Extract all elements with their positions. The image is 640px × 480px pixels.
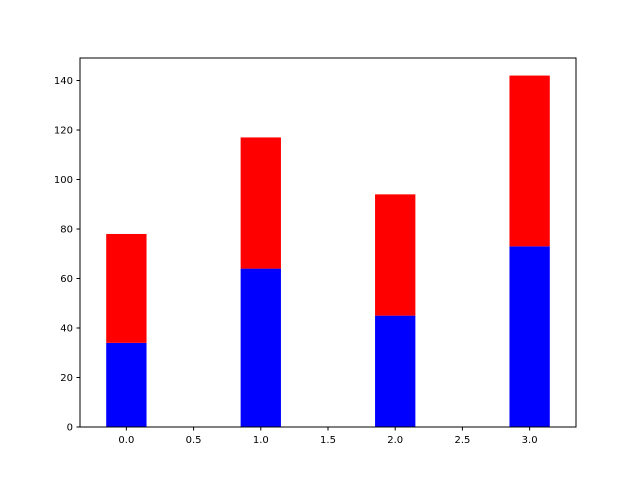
x-tick-label: 3.0 xyxy=(522,435,538,446)
bar-series1-0 xyxy=(106,233,147,343)
x-tick-label: 1.5 xyxy=(320,435,336,446)
x-tick-label: 2.5 xyxy=(454,435,470,446)
y-tick-label: 140 xyxy=(54,76,73,87)
x-tick-label: 0.5 xyxy=(186,435,202,446)
y-tick-label: 60 xyxy=(60,274,73,285)
y-tick-label: 0 xyxy=(67,423,73,434)
x-axis-ticks: 0.0 0.5 1.0 1.5 2.0 2.5 3.0 xyxy=(118,427,538,446)
y-tick-label: 100 xyxy=(54,175,73,186)
y-axis-ticks: 0 20 40 60 80 100 120 140 xyxy=(54,76,80,434)
bar-series1-3 xyxy=(509,75,550,247)
bar-series1-2 xyxy=(375,194,416,316)
y-tick-label: 40 xyxy=(60,324,73,335)
bars-group xyxy=(106,75,550,427)
bar-series0-3 xyxy=(509,246,550,427)
bar-series1-1 xyxy=(240,137,281,269)
bar-series0-0 xyxy=(106,342,147,427)
y-tick-label: 120 xyxy=(54,126,73,137)
bar-series0-2 xyxy=(375,315,416,427)
x-tick-label: 1.0 xyxy=(253,435,269,446)
y-tick-label: 20 xyxy=(60,373,73,384)
y-tick-label: 80 xyxy=(60,225,73,236)
x-tick-label: 2.0 xyxy=(387,435,403,446)
axes-frame xyxy=(79,57,577,428)
bar-series0-1 xyxy=(240,268,281,427)
x-tick-label: 0.0 xyxy=(118,435,134,446)
